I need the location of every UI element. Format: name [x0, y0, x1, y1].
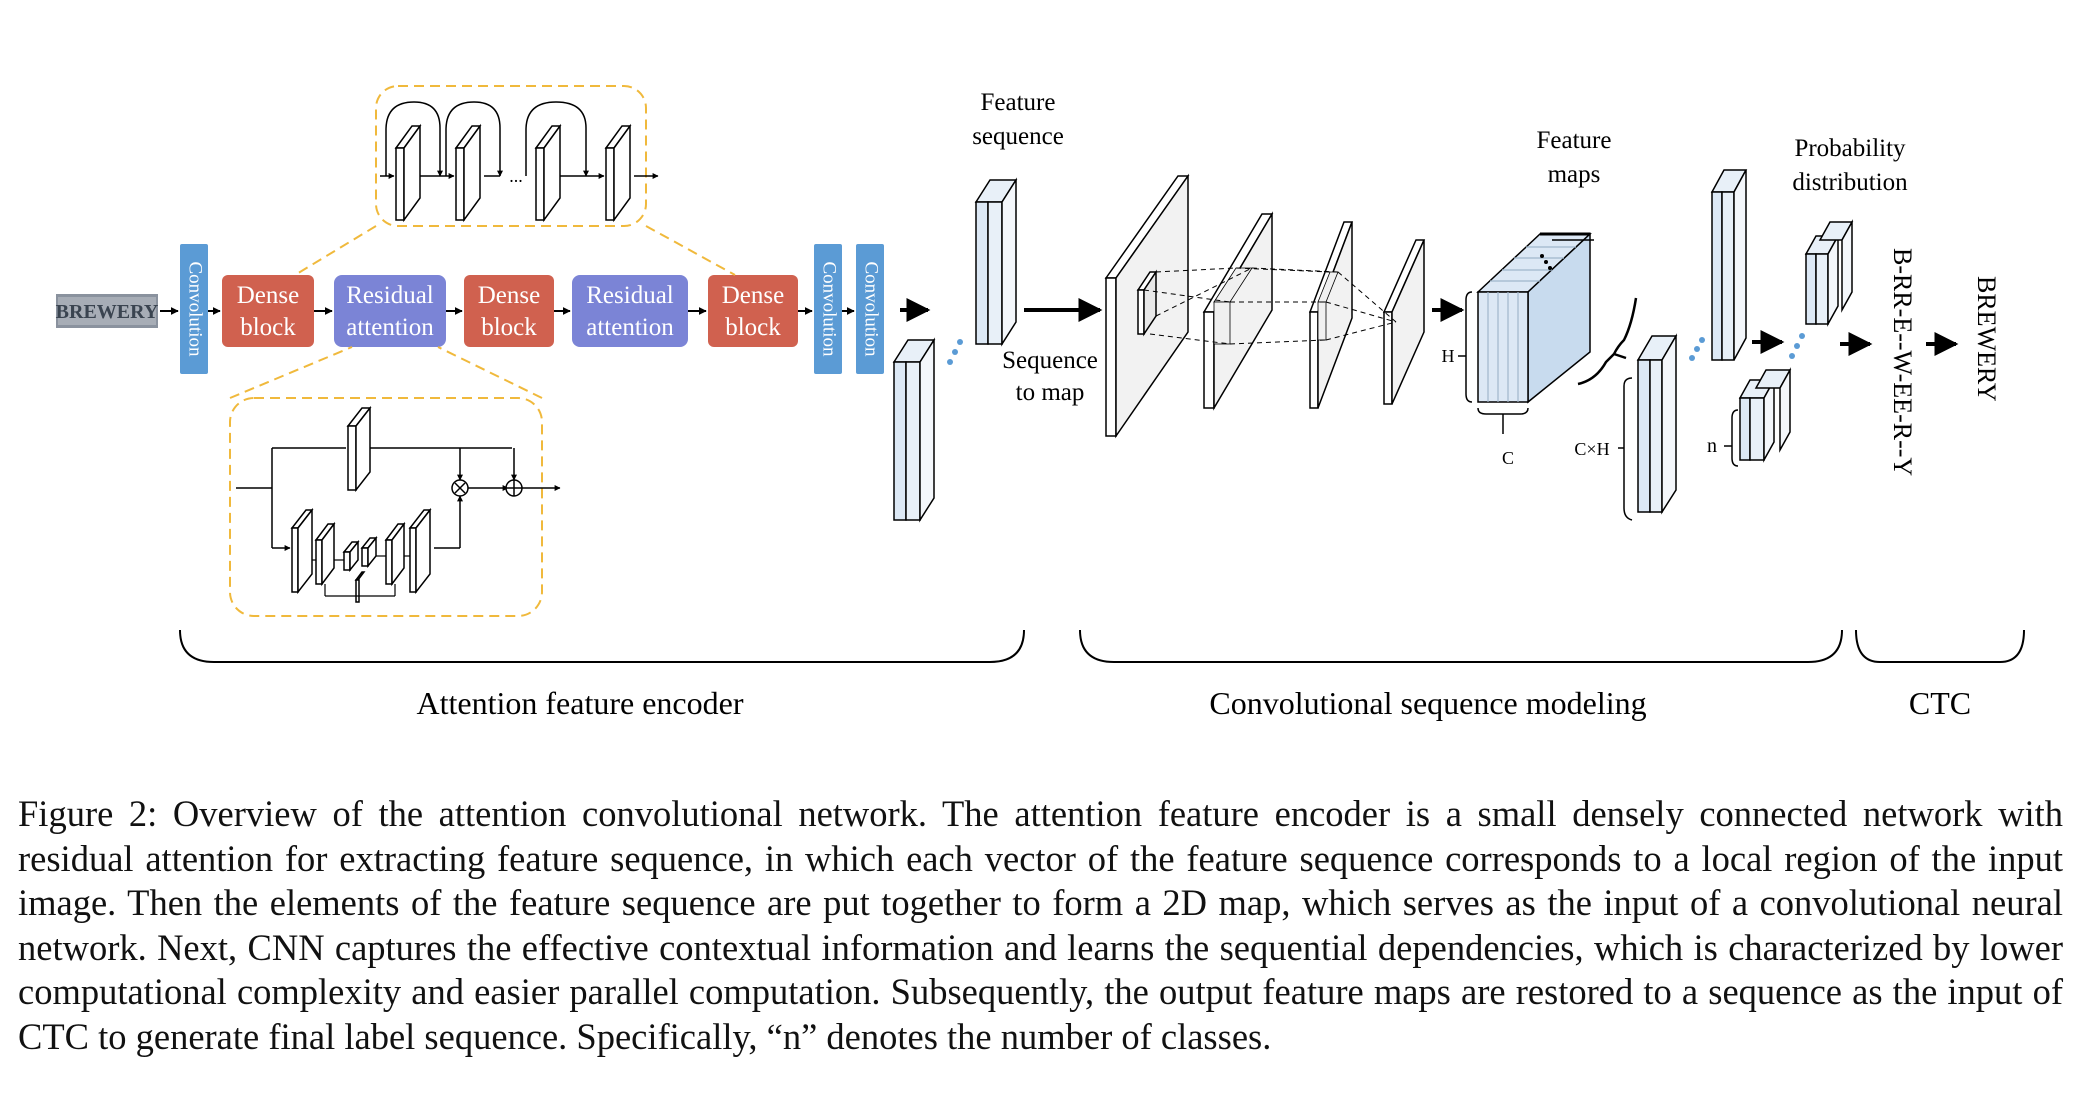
sequence-to-map-line1: Sequence — [1002, 347, 1098, 374]
conv-block-1-label: Convolution — [185, 261, 206, 357]
residual-block-2-line1: Residual — [586, 282, 674, 309]
feature-maps-dots — [1540, 254, 1552, 270]
class-vectors — [1738, 367, 1792, 463]
dim-h-label: H — [1442, 346, 1455, 366]
input-image-text: BREWERY — [56, 301, 159, 323]
dense-block-detail-callout: ... — [294, 85, 736, 276]
dense-block-2-line2: block — [481, 314, 537, 341]
feature-sequence-top — [974, 177, 1018, 347]
residual-block-1-line2: attention — [346, 314, 434, 341]
probability-distribution-vectors — [1804, 219, 1854, 327]
ctc-brace — [1855, 629, 2025, 663]
conv-block-3-label: Convolution — [861, 261, 882, 357]
feature-maps-label-line1: Feature — [1537, 127, 1612, 154]
dense-block-2: Dense block — [464, 275, 554, 347]
restored-sequence — [1623, 333, 1678, 521]
residual-block-2: Residual attention — [572, 275, 688, 347]
conv-block-2-label: Convolution — [819, 261, 840, 357]
dense-block-3-line1: Dense — [722, 282, 784, 309]
feature-sequence-bottom — [892, 337, 936, 523]
dense-block-1-line2: block — [240, 314, 296, 341]
dense-block-1: Dense block — [222, 275, 314, 347]
conv-modeling-brace — [1079, 629, 1843, 663]
conv-block-3: Convolution — [856, 244, 884, 374]
ctc-final-output: BREWERY — [1972, 276, 2001, 402]
dense-block-1-line1: Dense — [237, 282, 299, 309]
residual-attention-detail-callout — [229, 346, 561, 617]
restored-sequence-dots — [1689, 337, 1705, 361]
figure-caption: Figure 2: Overview of the attention conv… — [18, 793, 2063, 1057]
feature-sequence-label-line2: sequence — [972, 123, 1064, 150]
input-image: BREWERY — [56, 294, 159, 328]
dim-n-label: n — [1707, 435, 1717, 457]
residual-block-1-line1: Residual — [346, 282, 434, 309]
dense-block-2-line1: Dense — [478, 282, 540, 309]
ctc-raw-output: B-RR-E--W-EE-R--Y — [1888, 248, 1917, 476]
probability-label-line2: distribution — [1792, 169, 1908, 196]
dense-block-3-line2: block — [725, 314, 781, 341]
architecture-diagram: BREWERY Convolution Dense block Residual… — [56, 85, 2025, 721]
conv-block-2: Convolution — [814, 244, 842, 374]
section-label-encoder: Attention feature encoder — [417, 685, 744, 721]
encoder-brace — [179, 629, 1025, 663]
conv-block-1: Convolution — [180, 244, 208, 374]
probability-label-line1: Probability — [1794, 135, 1906, 162]
probability-dots — [1789, 333, 1805, 359]
feature-maps-label-line2: maps — [1548, 161, 1601, 188]
dim-cxh-label: C×H — [1574, 439, 1609, 459]
sequence-to-map-line2: to map — [1016, 379, 1085, 406]
cnn-receptive-field-lines — [1143, 267, 1397, 345]
dim-c-label: C — [1502, 448, 1514, 468]
feature-maps-cube — [1476, 232, 1594, 404]
feature-sequence-dots — [947, 339, 963, 365]
residual-block-2-line2: attention — [586, 314, 674, 341]
dense-detail-dots: ... — [509, 166, 523, 186]
cnn-layers — [1104, 173, 1426, 439]
dense-block-3: Dense block — [708, 275, 798, 347]
section-label-ctc: CTC — [1909, 685, 1971, 721]
feature-sequence-label-line1: Feature — [981, 89, 1056, 116]
output-sequence-top — [1710, 169, 1748, 361]
section-label-conv-modeling: Convolutional sequence modeling — [1209, 685, 1646, 721]
residual-block-1: Residual attention — [334, 275, 446, 347]
